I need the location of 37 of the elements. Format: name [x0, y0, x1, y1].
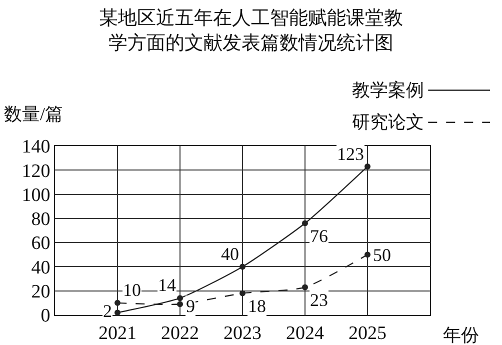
x-tick-label: 2023 — [224, 322, 262, 344]
y-tick-label: 20 — [31, 282, 50, 303]
y-tick-label: 40 — [31, 257, 50, 278]
data-label: 14 — [158, 275, 176, 295]
legend-label: 研究论文 — [352, 112, 424, 132]
y-tick-label: 100 — [22, 184, 50, 206]
data-label: 9 — [186, 296, 195, 316]
point — [114, 300, 120, 306]
x-tick-label: 2024 — [286, 322, 324, 344]
chart-title: 某地区近五年在人工智能赋能课堂教学方面的文献发表篇数情况统计图 — [99, 7, 403, 54]
point — [302, 284, 308, 290]
x-tick-label: 2021 — [98, 322, 136, 344]
data-label: 50 — [373, 245, 391, 265]
point — [177, 295, 183, 302]
y-axis-title: 数量/篇 — [4, 104, 64, 124]
point — [364, 252, 370, 258]
y-tick-label: 60 — [31, 233, 50, 254]
point — [240, 264, 246, 270]
y-tick-label: 80 — [31, 209, 50, 230]
x-axis-title: 年份 — [443, 325, 479, 345]
data-label: 10 — [123, 280, 141, 300]
data-label: 40 — [221, 244, 239, 264]
data-label: 23 — [310, 290, 328, 310]
data-label: 123 — [337, 144, 364, 164]
data-label: 18 — [248, 296, 266, 316]
y-tick-label: 140 — [22, 136, 50, 158]
point — [364, 164, 370, 170]
x-tick-label: 2022 — [161, 322, 199, 344]
legend-label: 教学案例 — [352, 80, 424, 100]
y-tick-label: 120 — [22, 160, 50, 182]
data-label: 76 — [310, 226, 328, 246]
y-tick-label: 0 — [40, 306, 50, 327]
point — [177, 301, 183, 308]
point — [302, 220, 308, 226]
point — [240, 290, 246, 296]
x-tick-label: 2025 — [348, 322, 386, 344]
data-label: 2 — [103, 301, 112, 321]
